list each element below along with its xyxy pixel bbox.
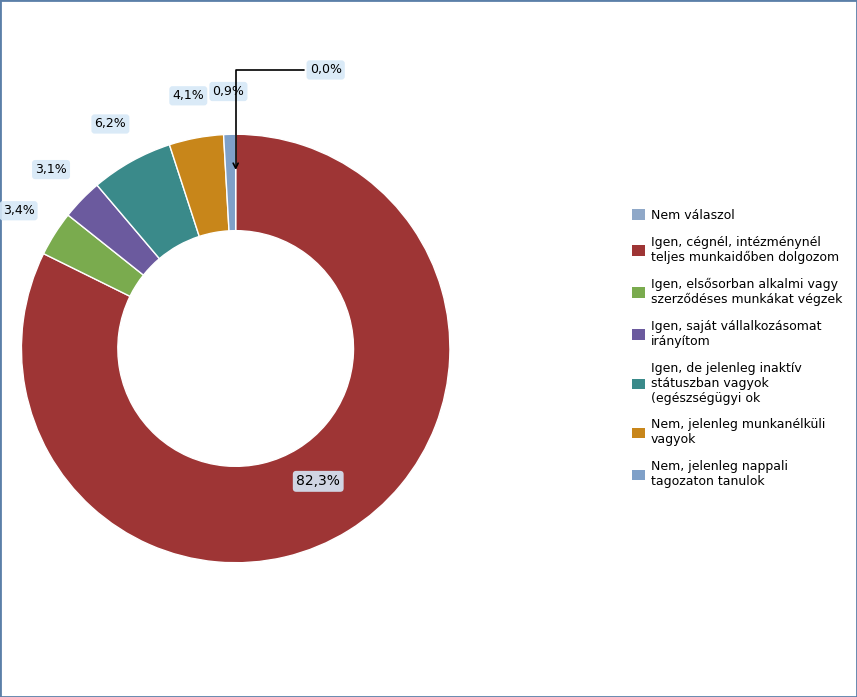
Text: 82,3%: 82,3%: [297, 475, 340, 489]
Wedge shape: [170, 135, 229, 236]
Wedge shape: [44, 215, 143, 296]
Text: 4,1%: 4,1%: [172, 89, 204, 102]
Text: 6,2%: 6,2%: [94, 118, 126, 130]
Wedge shape: [21, 135, 450, 562]
Wedge shape: [97, 145, 200, 259]
Wedge shape: [224, 135, 236, 231]
Wedge shape: [68, 185, 159, 275]
Legend: Nem válaszol, Igen, cégnél, intézménynél
teljes munkaidőben dolgozom, Igen, első: Nem válaszol, Igen, cégnél, intézménynél…: [632, 209, 842, 488]
Text: 3,4%: 3,4%: [3, 204, 34, 217]
Text: 3,1%: 3,1%: [35, 163, 67, 176]
Text: 0,9%: 0,9%: [213, 85, 244, 98]
Text: 0,0%: 0,0%: [233, 63, 342, 168]
